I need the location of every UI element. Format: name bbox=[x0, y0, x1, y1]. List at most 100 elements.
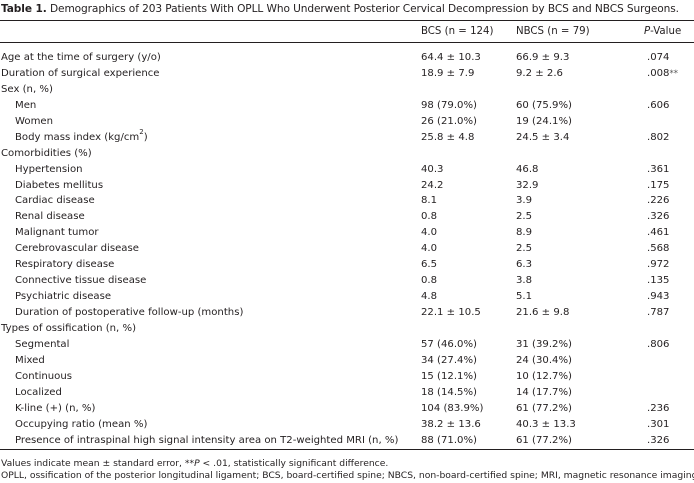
p-value-text: .787 bbox=[647, 307, 670, 318]
p-value-text: .236 bbox=[647, 402, 670, 414]
cell-nbcs: 66.9 ± 9.3 bbox=[516, 52, 570, 63]
row-label-text: Duration of surgical experience bbox=[1, 67, 160, 79]
cell-bcs: 24.2 bbox=[421, 179, 444, 191]
table-row: Body mass index (kg/cm2) 25.8 ± 4.8 24.5 ±… bbox=[0, 129, 694, 146]
cell-bcs: 22.1 ± 10.5 bbox=[421, 307, 481, 318]
cell-nbcs: 32.9 bbox=[516, 179, 539, 191]
cell-p-value: .568 bbox=[647, 241, 669, 258]
row-label-text: Age at the time of surgery (y/o) bbox=[1, 52, 161, 63]
cell-nbcs: 61 (77.2%) bbox=[516, 434, 572, 446]
cell-nbcs: 3.9 bbox=[516, 195, 533, 207]
footnote-values: Values indicate mean ± standard error, *… bbox=[1, 458, 388, 469]
row-label: Cerebrovascular disease bbox=[15, 241, 139, 257]
cell-p-value: .135 bbox=[647, 273, 669, 290]
row-label-text: Connective tissue disease bbox=[15, 275, 147, 287]
row-label: Men bbox=[15, 98, 36, 114]
cell-bcs: 40.3 bbox=[421, 163, 444, 175]
row-label-text: Sex (n, %) bbox=[1, 83, 53, 95]
cell-nbcs: 5.1 bbox=[516, 291, 533, 303]
table-row: Age at the time of surgery (y/o) 64.4 ± 1… bbox=[0, 50, 694, 66]
row-label: Cardiac disease bbox=[15, 193, 95, 209]
row-label-text: Renal disease bbox=[15, 211, 85, 223]
footnote-values-p: P bbox=[194, 458, 200, 469]
footnote-abbreviations: OPLL, ossification of the posterior long… bbox=[1, 470, 694, 481]
row-label: Body mass index (kg/cm2) bbox=[15, 129, 148, 146]
cell-p-value: .461 bbox=[647, 225, 669, 242]
cell-nbcs: 61 (77.2%) bbox=[516, 402, 572, 414]
row-label: K-line (+) (n, %) bbox=[15, 401, 95, 417]
cell-p-value: .787 bbox=[647, 305, 669, 322]
row-label-text: Presence of intraspinal high signal inte… bbox=[15, 434, 399, 446]
table-row: Localized 18 (14.5%) 14 (17.7%) bbox=[0, 385, 694, 401]
row-label-text: Respiratory disease bbox=[15, 259, 115, 271]
cell-p-value: .326 bbox=[647, 209, 669, 226]
row-label: Respiratory disease bbox=[15, 257, 114, 273]
table-row: Mixed 34 (27.4%) 24 (30.4%) bbox=[0, 353, 694, 369]
row-label: Diabetes mellitus bbox=[15, 178, 103, 194]
cell-nbcs: 46.8 bbox=[516, 163, 539, 175]
row-section-heading: Comorbidities (%) bbox=[1, 146, 92, 162]
table-row: Connective tissue disease 0.8 3.8 .135 bbox=[0, 273, 694, 289]
table-row: K-line (+) (n, %) 104 (83.9%) 61 (77.2%) .2… bbox=[0, 401, 694, 417]
cell-nbcs: 24.5 ± 3.4 bbox=[516, 131, 570, 143]
p-value-text: .972 bbox=[647, 259, 670, 271]
significance-marker: ** bbox=[669, 68, 678, 79]
cell-nbcs: 2.5 bbox=[516, 243, 533, 255]
cell-nbcs: 21.6 ± 9.8 bbox=[516, 307, 570, 318]
row-label-text: Occupying ratio (mean %) bbox=[15, 418, 148, 430]
cell-bcs: 0.8 bbox=[421, 275, 438, 287]
cell-nbcs: 2.5 bbox=[516, 211, 533, 223]
cell-nbcs: 9.2 ± 2.6 bbox=[516, 67, 563, 79]
table-row: Psychiatric disease 4.8 5.1 .943 bbox=[0, 289, 694, 305]
cell-bcs: 98 (79.0%) bbox=[421, 99, 477, 111]
cell-p-value: .361 bbox=[647, 162, 669, 179]
row-label-text: K-line (+) (n, %) bbox=[15, 402, 96, 414]
p-value-text: .135 bbox=[647, 275, 670, 287]
table-row: Respiratory disease 6.5 6.3 .972 bbox=[0, 257, 694, 273]
cell-p-value: .301 bbox=[647, 417, 669, 434]
row-label: Occupying ratio (mean %) bbox=[15, 417, 147, 433]
cell-p-value: .226 bbox=[647, 193, 669, 210]
cell-bcs: 8.1 bbox=[421, 195, 438, 207]
cell-bcs: 26 (21.0%) bbox=[421, 115, 477, 127]
row-label: Continuous bbox=[15, 369, 72, 385]
table-row: Types of ossification (n, %) bbox=[0, 321, 694, 337]
cell-nbcs: 40.3 ± 13.3 bbox=[516, 418, 576, 430]
table-row: Duration of surgical experience 18.9 ± 7.… bbox=[0, 66, 694, 82]
cell-bcs: 25.8 ± 4.8 bbox=[421, 131, 475, 143]
cell-nbcs: 3.8 bbox=[516, 275, 533, 287]
p-value-text: .802 bbox=[647, 131, 670, 143]
row-label: Connective tissue disease bbox=[15, 273, 146, 289]
footnote-values-b: < .01, statistically significant differe… bbox=[199, 458, 389, 469]
row-label: Segmental bbox=[15, 337, 69, 353]
p-italic: P bbox=[644, 26, 651, 37]
cell-nbcs: 24 (30.4%) bbox=[516, 354, 572, 366]
row-label-text: Cerebrovascular disease bbox=[15, 243, 139, 255]
cell-p-value: .008** bbox=[647, 66, 678, 83]
cell-p-value: .972 bbox=[647, 257, 669, 274]
row-label-text: Malignant tumor bbox=[15, 227, 99, 239]
cell-p-value: .175 bbox=[647, 178, 669, 195]
row-label: Presence of intraspinal high signal inte… bbox=[15, 433, 398, 449]
cell-bcs: 88 (71.0%) bbox=[421, 434, 477, 446]
cell-bcs: 64.4 ± 10.3 bbox=[421, 52, 481, 63]
row-label: Duration of surgical experience bbox=[1, 66, 160, 82]
table-row: Sex (n, %) bbox=[0, 82, 694, 98]
row-label: Hypertension bbox=[15, 162, 83, 178]
p-value-text: .943 bbox=[647, 291, 670, 303]
p-value-text: .175 bbox=[647, 179, 670, 191]
p-value-text: .074 bbox=[647, 52, 670, 63]
row-label-text: Body mass index (kg/cm bbox=[15, 131, 140, 143]
table-caption-label: Table 1. bbox=[1, 3, 47, 15]
row-label-text: Localized bbox=[15, 386, 62, 398]
column-header-p-value: P-Value bbox=[644, 26, 681, 37]
cell-nbcs: 19 (24.1%) bbox=[516, 115, 572, 127]
table-row: Cardiac disease 8.1 3.9 .226 bbox=[0, 193, 694, 209]
p-value-text: .226 bbox=[647, 195, 670, 207]
cell-bcs: 18 (14.5%) bbox=[421, 386, 477, 398]
table-row: Cerebrovascular disease 4.0 2.5 .568 bbox=[0, 241, 694, 257]
p-value-text: .008 bbox=[647, 67, 670, 79]
row-label-text: Segmental bbox=[15, 338, 70, 350]
table-row: Continuous 15 (12.1%) 10 (12.7%) bbox=[0, 369, 694, 385]
table-row: Malignant tumor 4.0 8.9 .461 bbox=[0, 225, 694, 241]
